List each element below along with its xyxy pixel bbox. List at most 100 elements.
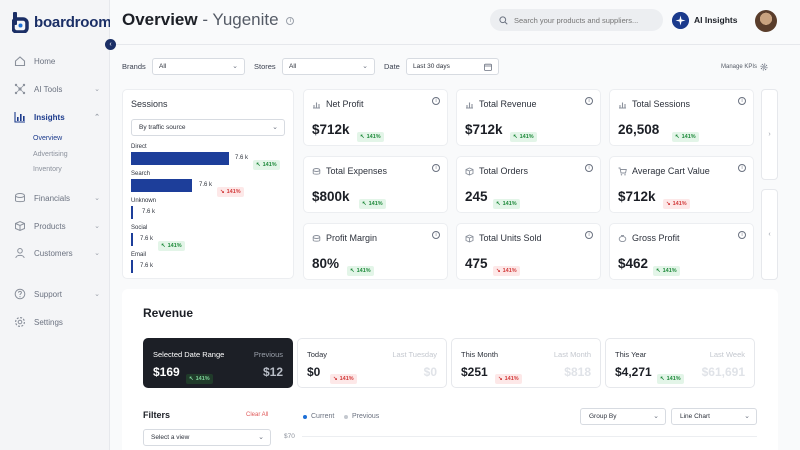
brands-label: Brands [122,62,146,71]
kpi-scroll-next-button[interactable]: › [761,89,778,180]
sidebar-subitem-advertising[interactable]: Advertising [33,151,68,158]
manage-kpis-button[interactable]: Manage KPIs [721,63,768,71]
date-label: Date [384,62,400,71]
insights-chart-icon [14,112,25,123]
info-icon[interactable]: i [286,16,295,25]
kpi-header: Total Sessions [618,99,690,109]
search-bar[interactable] [490,9,663,31]
info-icon[interactable]: i [432,97,440,105]
period-change: ↘ 141% [330,367,357,385]
chevron-down-icon: ⌄ [94,291,100,298]
source-change-direct: ↖ 141% [253,153,280,171]
kpi-scroll-prev-button[interactable]: ‹ [761,189,778,280]
source-label-unknown: Unknown [131,198,157,204]
period-card-this-year[interactable]: This Year Last Week $4,271 ↖ 141% $61,691 [605,338,755,388]
sidebar-item-label: Settings [34,317,63,327]
page-title-text: Overview [122,10,198,29]
kpi-value: $712k [618,189,656,204]
y-axis-tick: $70 [284,433,295,440]
search-input[interactable] [514,15,654,25]
sidebar-collapse-button[interactable]: ‹ [105,39,116,50]
ai-tools-icon [14,83,26,95]
sidebar-subitem-inventory[interactable]: Inventory [33,166,62,173]
info-icon[interactable]: i [738,97,746,105]
info-icon[interactable]: i [585,231,593,239]
clear-all-link[interactable]: Clear All [246,412,269,418]
kpi-card-profit-margin[interactable]: Profit Margin i 80% ↖ 141% [303,223,448,280]
kpi-card-average-cart-value[interactable]: Average Cart Value i $712k ↘ 141% [609,156,754,213]
cart-icon [618,167,627,175]
kpi-change: ↖ 141% [510,125,537,143]
sessions-card: Sessions By traffic source ⌄ Direct 7.6 … [122,89,294,279]
info-icon[interactable]: i [432,164,440,172]
period-card-today[interactable]: Today Last Tuesday $0 ↘ 141% $0 [297,338,447,388]
source-bar-email [131,260,133,273]
period-name: This Year [615,350,647,359]
kpi-header: Profit Margin [312,233,377,243]
period-prev-label: Previous [253,350,283,359]
chevron-down-icon: ⌄ [94,86,100,93]
kpi-header: Net Profit [312,99,364,109]
arrow-down-icon: ↘ [333,376,338,382]
coins-icon [15,193,25,203]
info-icon[interactable]: i [432,231,440,239]
sidebar-item-ai-tools[interactable]: AI Tools ⌄ [14,79,104,99]
manage-kpis-label: Manage KPIs [721,64,758,70]
kpi-name: Profit Margin [326,233,378,243]
sidebar-item-home[interactable]: Home [14,51,104,71]
group-by-select[interactable]: Group By ⌄ [580,408,666,425]
chevron-down-icon: ⌄ [232,63,238,70]
kpi-card-total-revenue[interactable]: Total Revenue i $712k ↖ 141% [456,89,601,146]
legend-current[interactable]: Current [303,413,334,420]
revenue-title: Revenue [143,306,194,320]
info-icon[interactable]: i [738,231,746,239]
info-icon[interactable]: i [738,164,746,172]
ai-insights-button[interactable]: AI Insights [672,10,737,30]
view-select[interactable]: Select a view ⌄ [143,429,271,446]
kpi-name: Net Profit [326,99,364,109]
kpi-card-total-orders[interactable]: Total Orders i 245 ↖ 141% [456,156,601,213]
kpi-value: $712k [312,122,350,137]
title-separator: - [197,10,213,29]
stores-select[interactable]: All ⌄ [282,58,375,75]
kpi-card-total-units-sold[interactable]: Total Units Sold i 475 ↘ 141% [456,223,601,280]
traffic-source-select[interactable]: By traffic source ⌄ [131,119,285,136]
sidebar-item-products[interactable]: Products ⌄ [14,216,104,236]
info-icon[interactable]: i [585,164,593,172]
period-card-selected-range[interactable]: Selected Date Range Previous $169 ↖ 141% … [143,338,293,388]
arrow-up-icon: ↖ [256,162,261,168]
sidebar-item-support[interactable]: Support ⌄ [14,284,104,304]
chart-type-select[interactable]: Line Chart ⌄ [671,408,757,425]
sidebar-item-financials[interactable]: Financials ⌄ [14,188,104,208]
kpi-value: 26,508 [618,122,660,137]
period-value: $4,271 [615,365,652,379]
legend-previous[interactable]: Previous [344,413,379,420]
kpi-change: ↖ 141% [347,259,374,277]
sidebar-item-insights[interactable]: Insights ⌃ [14,107,104,127]
sidebar-item-customers[interactable]: Customers ⌄ [14,243,104,263]
period-prev-value: $0 [423,365,437,379]
kpi-card-total-expenses[interactable]: Total Expenses i $800k ↖ 141% [303,156,448,213]
sidebar-subitem-overview[interactable]: Overview [33,135,63,142]
chevron-down-icon: ⌄ [94,250,100,257]
box-icon [465,167,474,175]
kpi-card-net-profit[interactable]: Net Profit i $712k ↖ 141% [303,89,448,146]
brand-logo[interactable]: boardroom [12,12,112,33]
kpi-name: Total Revenue [479,99,537,109]
kpi-change: ↖ 141% [672,125,699,143]
chevron-down-icon: ⌄ [362,63,368,70]
period-change: ↖ 141% [186,367,213,385]
kpi-card-total-sessions[interactable]: Total Sessions i 26,508 ↖ 141% [609,89,754,146]
sessions-title: Sessions [131,99,168,109]
info-icon[interactable]: i [585,97,593,105]
period-prev-label: Last Month [553,350,591,359]
avatar[interactable] [755,10,777,32]
kpi-header: Average Cart Value [618,166,710,176]
sidebar-item-settings[interactable]: Settings [14,312,104,332]
brands-select[interactable]: All ⌄ [152,58,245,75]
chevron-right-icon: › [768,131,771,138]
kpi-card-gross-profit[interactable]: Gross Profit i $462 ↖ 141% [609,223,754,280]
period-card-this-month[interactable]: This Month Last Month $251 ↘ 141% $818 [451,338,601,388]
box-icon [465,234,474,242]
date-select[interactable]: Last 30 days [406,58,499,75]
